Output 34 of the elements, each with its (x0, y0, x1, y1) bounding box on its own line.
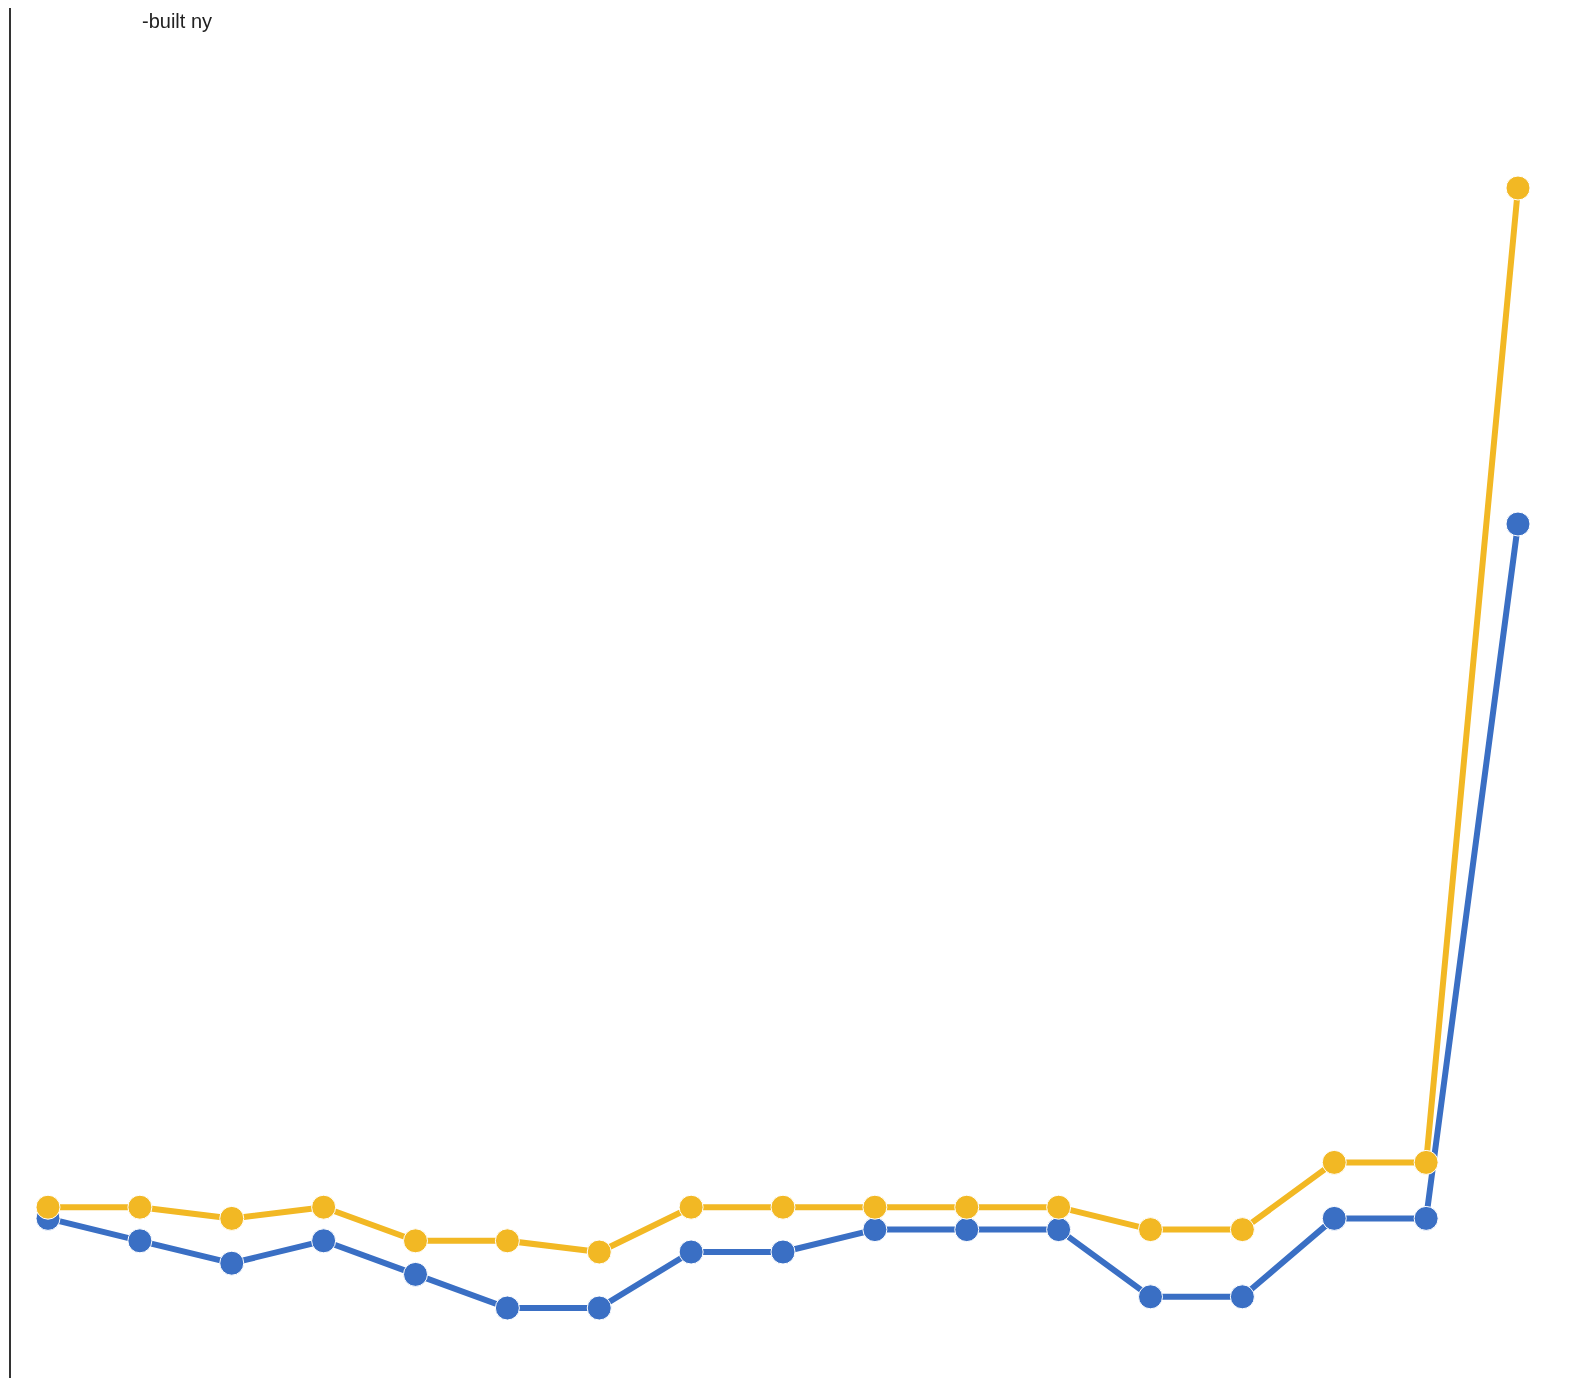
point (954, 1194, 980, 1220)
point (127, 1228, 153, 1254)
point (1138, 1217, 1163, 1243)
point (1046, 1217, 1072, 1243)
point (494, 1295, 520, 1321)
point (1413, 1205, 1439, 1231)
point (219, 1250, 245, 1276)
point (311, 1194, 337, 1220)
point (1321, 1149, 1347, 1175)
point (1138, 1284, 1163, 1310)
text: -built ny (142, 10, 213, 32)
point (1505, 511, 1531, 537)
point (1229, 1217, 1255, 1243)
point (1229, 1284, 1255, 1310)
point (311, 1228, 337, 1254)
point (1046, 1194, 1072, 1220)
point (1413, 1149, 1439, 1175)
point (219, 1205, 245, 1231)
point (1321, 1205, 1347, 1231)
point (770, 1239, 796, 1265)
point (770, 1194, 796, 1220)
point (586, 1295, 612, 1321)
point (678, 1194, 704, 1220)
point (862, 1217, 888, 1243)
point (954, 1217, 980, 1243)
point (403, 1228, 428, 1254)
point (1505, 175, 1531, 201)
point (127, 1194, 153, 1220)
point (35, 1194, 61, 1220)
point (862, 1194, 888, 1220)
point (586, 1239, 612, 1265)
point (494, 1228, 520, 1254)
point (678, 1239, 704, 1265)
point (403, 1261, 428, 1287)
